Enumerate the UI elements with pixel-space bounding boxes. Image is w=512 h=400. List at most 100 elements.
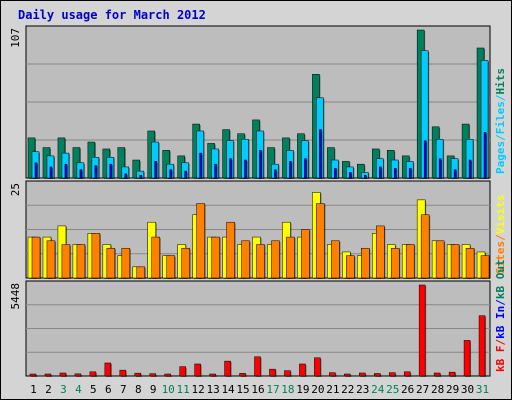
bar-pages (438, 158, 443, 179)
bar-pages (453, 169, 458, 179)
bar-sites (76, 244, 86, 279)
bar-kbytes (149, 373, 157, 377)
bar-sites (196, 203, 206, 279)
day-label: 20 (311, 383, 324, 396)
y-max-label: 5448 (9, 283, 22, 310)
bar-kbytes (433, 372, 442, 377)
side-legend-part: Visits (494, 195, 507, 235)
side-legend-kbytes: kB F/kB In/kB Out (494, 259, 507, 372)
side-legend-visits-sites: Sites/Visits (494, 195, 507, 275)
bar-sites (181, 247, 191, 279)
bar-pages (259, 150, 263, 179)
bar-pages (364, 174, 368, 179)
bar-kbytes (164, 373, 172, 377)
bar-kbytes (299, 363, 307, 377)
panel-visits-sites: 25 (9, 180, 491, 279)
day-label: 26 (401, 383, 414, 396)
bar-pages (79, 169, 83, 179)
bar-sites (361, 247, 371, 279)
day-label: 1 (30, 383, 37, 396)
bar-sites (346, 255, 356, 279)
side-legend-part: Pages (494, 141, 507, 174)
bar-kbytes (74, 373, 82, 377)
day-label: 10 (162, 383, 175, 396)
side-legend-part: Files (494, 101, 507, 134)
chart-panels: 107 25 5448 (9, 25, 491, 377)
bar-pages (379, 166, 383, 179)
bar-kbytes (89, 371, 97, 377)
day-label: 3 (60, 383, 67, 396)
bar-pages (468, 159, 473, 179)
day-label: 16 (251, 383, 264, 396)
y-max-label: 25 (9, 183, 22, 196)
bar-pages (214, 163, 218, 179)
side-legend-part: Sites (494, 241, 507, 274)
bar-pages (274, 169, 278, 179)
day-label: 24 (371, 383, 385, 396)
bars (29, 284, 487, 377)
side-legend-part: / (494, 299, 507, 306)
bar-sites (121, 247, 131, 279)
side-legend-part: / (494, 339, 507, 346)
bar-sites (136, 266, 146, 279)
panel-hits-files-pages: 107 (9, 25, 491, 180)
day-label: 29 (446, 383, 459, 396)
bar-pages (49, 166, 53, 179)
day-label: 11 (177, 383, 190, 396)
bar-kbytes (179, 366, 187, 377)
bar-kbytes (418, 284, 427, 377)
bar-pages (334, 168, 338, 179)
side-legend-part: / (494, 134, 507, 141)
bars (27, 192, 491, 279)
bar-pages (244, 159, 248, 179)
y-max-label: 107 (9, 28, 22, 48)
bar-sites (331, 240, 341, 279)
day-label: 4 (75, 383, 82, 396)
bar-pages (304, 158, 308, 179)
side-legend-part: Hits (494, 68, 507, 95)
day-label: 23 (356, 383, 369, 396)
bar-sites (31, 236, 41, 279)
bar-kbytes (388, 372, 397, 377)
chart-title: Daily usage for March 2012 (18, 8, 206, 22)
bar-sites (316, 203, 326, 279)
side-legend-part: / (494, 234, 507, 241)
bar-kbytes (284, 370, 292, 377)
bar-sites (286, 236, 296, 279)
day-label: 25 (386, 383, 399, 396)
bar-kbytes (374, 373, 382, 377)
bar-pages (94, 165, 98, 179)
bar-kbytes (448, 371, 457, 377)
bar-sites (450, 244, 461, 279)
bar-sites (151, 236, 161, 279)
bar-pages (319, 129, 323, 179)
side-legend-part: kB In (494, 306, 507, 339)
bar-sites (420, 214, 431, 279)
day-axis: 1 2 3 4 5 6 7 8 9 10 11 12 13 14 15 16 17 18 19 20 21 22 23 24 2… (30, 383, 489, 396)
day-label: 31 (476, 383, 489, 396)
side-legend-part: / (494, 94, 507, 101)
bar-pages (184, 170, 188, 179)
side-legend-hits-files-pages: Pages/Files/Hits (494, 68, 507, 174)
bar-pages (139, 174, 143, 179)
bar-kbytes (403, 371, 412, 377)
bar-sites (405, 244, 416, 279)
bar-kbytes (44, 373, 52, 377)
panel-kbytes: 5448 (9, 280, 491, 377)
bar-pages (124, 173, 128, 179)
bar-pages (408, 168, 413, 179)
day-label: 8 (135, 383, 142, 396)
bars (27, 29, 490, 180)
day-label: 14 (221, 383, 235, 396)
day-label: 9 (150, 383, 157, 396)
bar-sites (226, 221, 236, 279)
day-label: 18 (281, 383, 294, 396)
day-label: 2 (45, 383, 52, 396)
bar-sites (91, 233, 101, 279)
bar-pages (483, 132, 488, 179)
bar-sites (256, 244, 266, 279)
bar-sites (241, 240, 251, 279)
bar-sites (166, 255, 176, 279)
day-label: 17 (266, 383, 279, 396)
